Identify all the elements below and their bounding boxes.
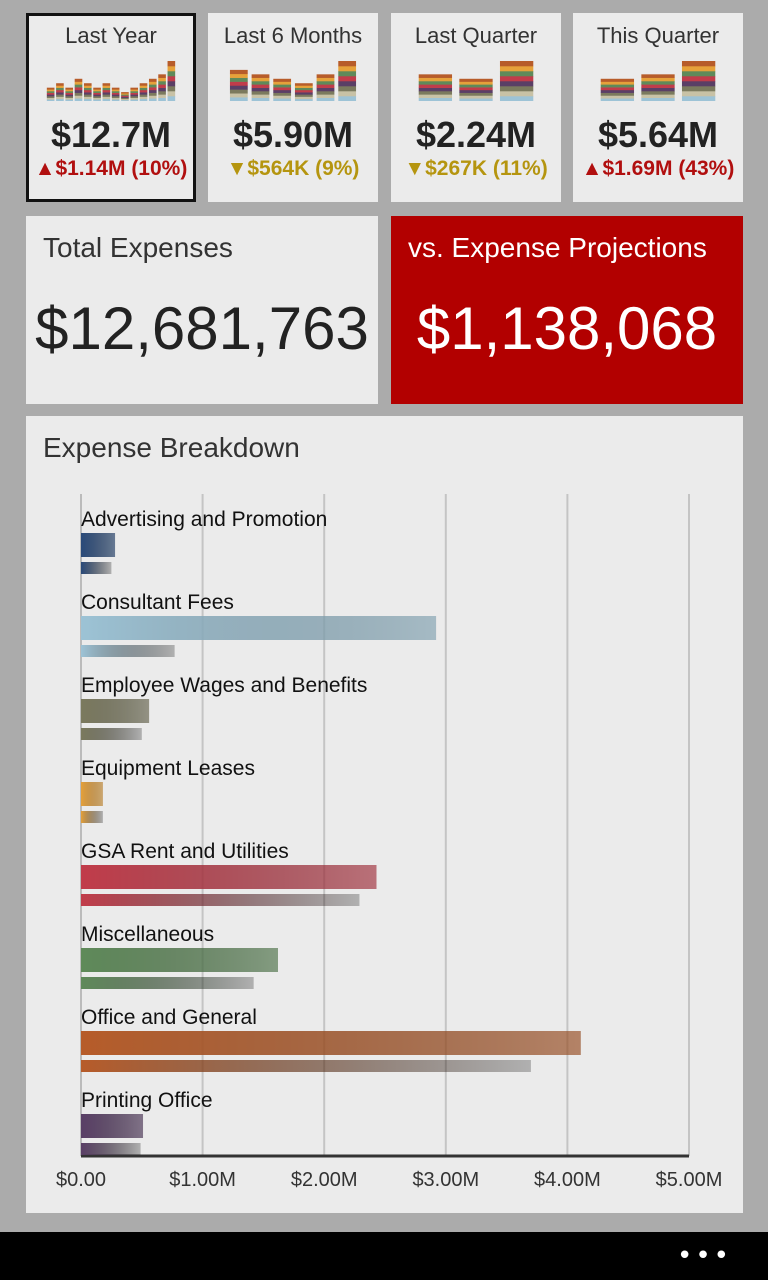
period-amount: $2.24M xyxy=(415,114,537,155)
sparkline-bar xyxy=(251,74,270,101)
up-arrow-icon: ▲ xyxy=(34,157,56,180)
sparkline-bar xyxy=(74,78,83,101)
x-tick-label: $0.00 xyxy=(56,1169,106,1191)
category-label: Employee Wages and Benefits xyxy=(81,674,367,697)
sparkline-bar xyxy=(130,87,139,101)
x-tick-label: $5.00M xyxy=(656,1169,723,1191)
bar-actual-tint xyxy=(81,616,437,640)
bar-projection xyxy=(81,894,360,906)
bar-projection xyxy=(81,977,254,989)
bar-projection xyxy=(81,728,142,740)
x-tick-label: $3.00M xyxy=(412,1169,479,1191)
sparkline-bar xyxy=(499,61,534,101)
sparkline-bar xyxy=(459,78,493,101)
app-bar: ••• xyxy=(0,1232,768,1280)
sparkline-bar xyxy=(93,87,101,101)
sparkline-bar xyxy=(148,78,157,101)
sparkline-bar xyxy=(102,83,111,101)
bar-projection xyxy=(81,645,175,657)
period-title: Last Year xyxy=(65,23,157,48)
more-options-icon[interactable]: ••• xyxy=(676,1241,732,1271)
period-title: Last 6 Months xyxy=(223,23,363,48)
period-tile-last-6-months[interactable]: Last 6 Months $5.90M ▼$564K (9%) xyxy=(208,13,378,202)
period-title: Last Quarter xyxy=(414,23,538,48)
category-label: Office and General xyxy=(81,1006,257,1029)
sparkline-bar xyxy=(338,61,357,101)
period-title: This Quarter xyxy=(596,23,720,48)
period-amount: $5.90M xyxy=(232,114,354,155)
bar-projection xyxy=(81,1060,531,1072)
sparkline-bar xyxy=(158,74,166,101)
bar-actual-tint xyxy=(81,533,116,557)
sparkline-bar xyxy=(600,78,635,101)
sparkline-bar xyxy=(65,87,74,101)
sparkline xyxy=(229,61,357,101)
sparkline-bar xyxy=(56,83,64,101)
x-tick-label: $4.00M xyxy=(534,1169,601,1191)
bar-projection xyxy=(81,811,103,823)
period-delta: ▼$564K (9%) xyxy=(226,157,360,180)
bar-actual-tint xyxy=(81,699,150,723)
sparkline-bar xyxy=(229,69,248,101)
period-delta: ▼$267K (11%) xyxy=(404,157,548,180)
total-expenses-title: Total Expenses xyxy=(43,232,233,263)
up-arrow-icon: ▲ xyxy=(581,157,603,180)
period-tile-this-quarter[interactable]: This Quarter $5.64M ▲$1.69M (43%) xyxy=(573,13,743,202)
category-label: GSA Rent and Utilities xyxy=(81,840,289,863)
bar-actual-tint xyxy=(81,782,103,806)
sparkline xyxy=(418,61,534,101)
period-amount: $5.64M xyxy=(597,114,719,155)
sparkline-bar xyxy=(121,92,129,101)
period-delta: ▲$1.69M (43%) xyxy=(581,157,735,180)
period-tile-last-year[interactable]: Last Year $12.7M ▲$1.14M (10%) xyxy=(26,13,196,202)
projections-value: $1,138,068 xyxy=(416,295,718,362)
period-amount: $12.7M xyxy=(50,114,172,155)
projections-tile[interactable]: vs. Expense Projections $1,138,068 xyxy=(391,216,743,404)
x-tick-label: $2.00M xyxy=(291,1169,358,1191)
sparkline-bar xyxy=(167,61,176,101)
period-delta: ▲$1.14M (10%) xyxy=(34,157,188,180)
category-label: Advertising and Promotion xyxy=(81,508,327,531)
expense-breakdown-tile[interactable]: Expense Breakdown $0.00 $1.00M $2.00M $3.00… xyxy=(26,416,743,1213)
sparkline-bar xyxy=(294,83,313,101)
total-expenses-value: $12,681,763 xyxy=(35,295,369,362)
x-tick-label: $1.00M xyxy=(169,1169,236,1191)
total-expenses-tile[interactable]: Total Expenses $12,681,763 xyxy=(26,216,378,404)
category-label: Equipment Leases xyxy=(81,757,255,780)
bar-projection xyxy=(81,1143,141,1155)
down-arrow-icon: ▼ xyxy=(226,157,248,180)
bar-actual-tint xyxy=(81,948,278,972)
sparkline-bar xyxy=(641,74,675,101)
expense-breakdown-chart: $0.00 $1.00M $2.00M $3.00M $4.00M $5.00M Adver… xyxy=(56,494,723,1191)
sparkline-bar xyxy=(418,74,453,101)
breakdown-title: Expense Breakdown xyxy=(43,432,300,463)
projections-title: vs. Expense Projections xyxy=(408,232,707,263)
down-arrow-icon: ▼ xyxy=(404,157,426,180)
sparkline-bar xyxy=(83,83,92,101)
category-label: Miscellaneous xyxy=(81,923,214,946)
category-label: Printing Office xyxy=(81,1089,213,1112)
sparkline xyxy=(46,61,176,101)
bar-actual-tint xyxy=(81,1031,581,1055)
sparkline-bar xyxy=(316,74,335,101)
sparkline-bar xyxy=(273,78,292,101)
bar-actual-tint xyxy=(81,1114,144,1138)
period-tile-last-quarter[interactable]: Last Quarter $2.24M ▼$267K (11%) xyxy=(391,13,561,202)
bar-projection xyxy=(81,562,112,574)
sparkline-bar xyxy=(139,83,148,101)
category-label: Consultant Fees xyxy=(81,591,234,614)
sparkline-bar xyxy=(111,87,120,101)
sparkline xyxy=(600,61,716,101)
sparkline-bar xyxy=(46,87,55,101)
bar-actual-tint xyxy=(81,865,377,889)
sparkline-bar xyxy=(681,61,716,101)
